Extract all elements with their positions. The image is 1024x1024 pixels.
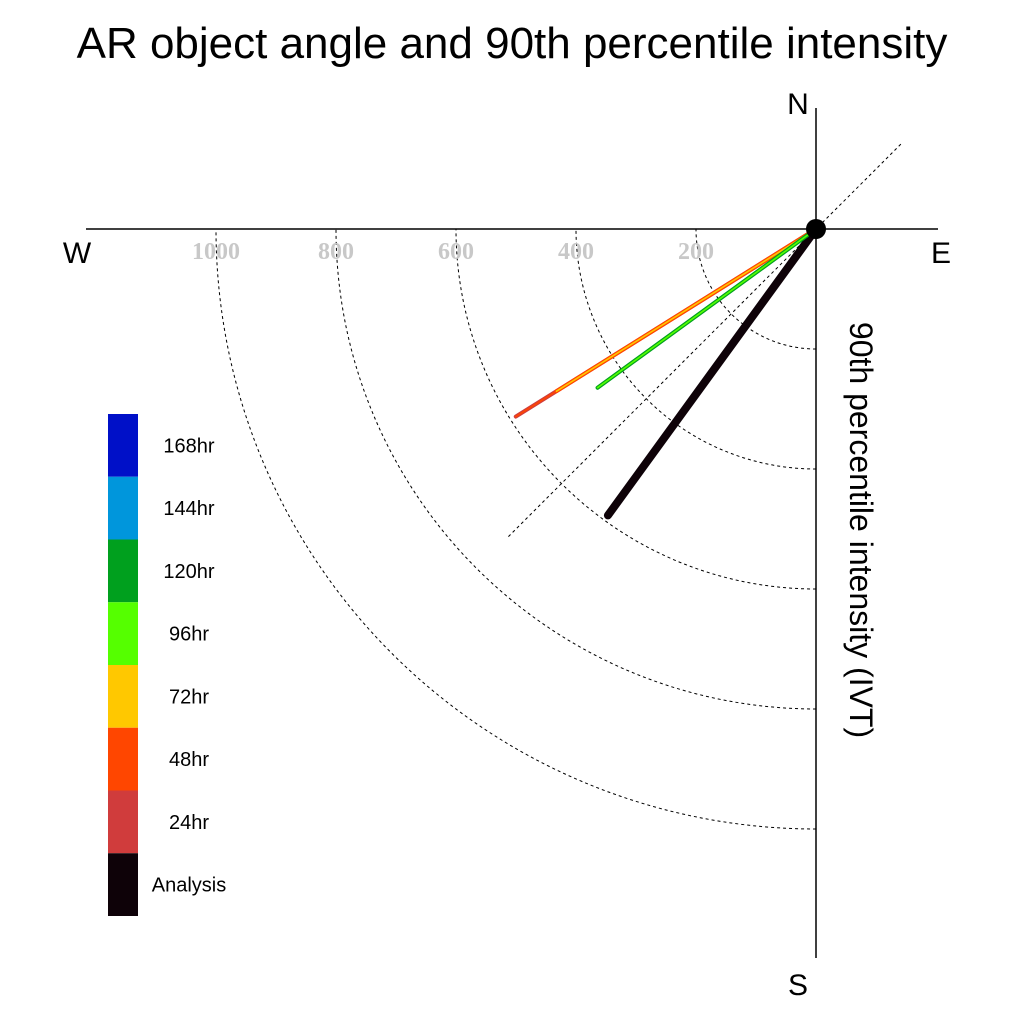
compass-west: W — [63, 237, 92, 270]
polar-grid — [215, 143, 902, 830]
legend-label: 96hr — [169, 624, 209, 646]
legend-swatch — [108, 602, 138, 665]
legend-swatch — [108, 539, 138, 603]
chart-title: AR object angle and 90th percentile inte… — [77, 19, 948, 68]
vectors — [513, 225, 820, 520]
compass-south: S — [788, 969, 808, 1002]
radial-tick-label: 1000 — [192, 239, 240, 265]
compass-east: E — [931, 237, 951, 270]
radial-tick-label: 200 — [678, 239, 714, 265]
vector-accent — [555, 228, 817, 392]
radial-tick-labels: 200 400 600 800 1000 — [192, 239, 714, 265]
legend-swatch — [108, 476, 138, 540]
legend-swatch — [108, 727, 138, 791]
radial-tick-label: 600 — [438, 239, 474, 265]
radial-tick-label: 800 — [318, 239, 354, 265]
legend-label: 72hr — [169, 686, 209, 708]
vector-accent — [596, 228, 817, 389]
compass-north: N — [787, 88, 809, 121]
legend: 168hr 144hr 120hr 96hr 72hr 48hr 24hr Analysis — [108, 414, 226, 916]
grid-diagonal — [505, 143, 902, 540]
radial-axis-label: 90th percentile intensity (IVT) — [843, 322, 879, 738]
origin-marker — [806, 219, 826, 239]
legend-swatch — [108, 790, 138, 854]
legend-label: Analysis — [152, 875, 226, 897]
legend-swatch — [108, 665, 138, 728]
grid-arc — [695, 228, 817, 350]
legend-label: 24hr — [169, 812, 209, 834]
legend-label: 168hr — [163, 435, 214, 457]
radial-tick-label: 400 — [558, 239, 594, 265]
legend-label: 144hr — [163, 498, 214, 520]
grid-arc — [215, 228, 817, 830]
vector-line — [603, 225, 820, 520]
legend-label: 120hr — [163, 561, 214, 583]
legend-swatch — [108, 414, 138, 477]
legend-label: 48hr — [169, 749, 209, 771]
legend-swatch — [108, 853, 138, 916]
